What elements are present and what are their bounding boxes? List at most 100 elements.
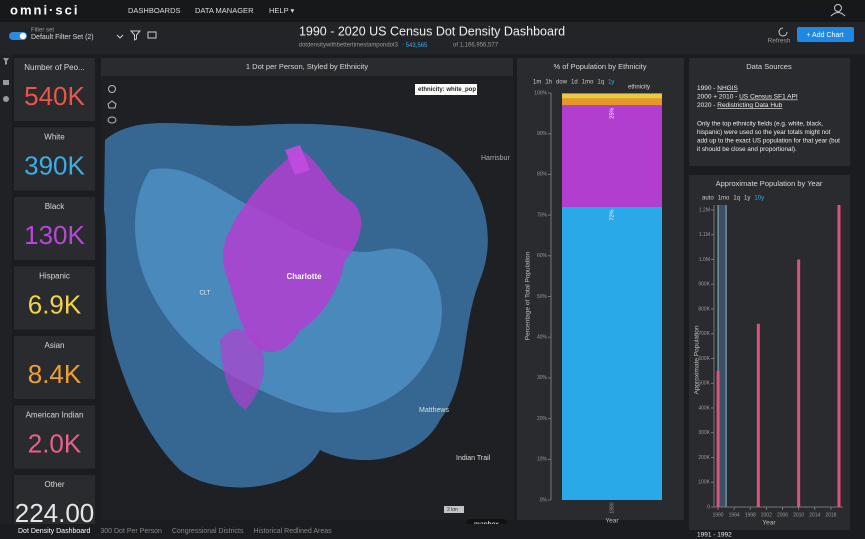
value-label: 25% <box>609 108 615 119</box>
bar-segment <box>562 93 662 99</box>
map-region-black <box>220 329 265 410</box>
time-button[interactable]: 1m <box>533 80 541 86</box>
time-button[interactable]: 1h <box>545 80 552 86</box>
population-panel <box>689 175 850 530</box>
x-tick-label: 1990 <box>609 502 615 513</box>
add-chart-button[interactable] <box>797 27 854 42</box>
filtered-count: · 543,565 <box>402 43 428 49</box>
kpi-value: 390K <box>24 150 85 180</box>
kpi-card <box>14 405 95 469</box>
dashboard-tab[interactable]: Historical Redlined Areas <box>253 528 332 535</box>
kpi-label: Asian <box>44 341 64 350</box>
rail-icon[interactable] <box>3 96 9 102</box>
time-button[interactable]: 10y <box>754 196 764 202</box>
bar <box>837 205 841 507</box>
kpi-value: 224.00 <box>15 498 95 528</box>
time-button[interactable]: 1mo <box>718 196 730 202</box>
sources-panel <box>689 58 850 166</box>
dropdown-caret <box>116 34 124 39</box>
place-label: CLT <box>200 291 211 297</box>
source-line: 2000 + 2010 - US Census SF1 API <box>697 93 798 100</box>
rail-icon[interactable] <box>3 58 9 65</box>
x-tick-label: 1994 <box>729 512 740 518</box>
y-tick-label: 0 <box>707 504 710 510</box>
nav-link[interactable]: DATA MANAGER <box>195 6 254 15</box>
time-button[interactable]: 1y <box>608 80 614 86</box>
y-tick-label: 1.0M <box>699 257 710 263</box>
y-tick-label: 90% <box>537 131 548 137</box>
map-title: 1 Dot per Person, Styled by Ethnicity <box>246 62 368 71</box>
y-tick-label: 40% <box>537 335 548 341</box>
time-button[interactable]: auto <box>702 196 714 202</box>
map-tool[interactable] <box>107 100 117 109</box>
x-tick-label: 2006 <box>777 512 788 518</box>
brush[interactable] <box>718 205 727 507</box>
y-tick-label: 300K <box>698 430 710 436</box>
source-link[interactable]: US Census SF1 API <box>739 93 798 100</box>
time-button[interactable]: 1d <box>571 80 578 86</box>
nav-bar <box>0 0 865 22</box>
x-tick-label: 2002 <box>761 512 772 518</box>
kpi-value: 540K <box>24 81 85 111</box>
kpi-value: 6.9K <box>28 289 82 319</box>
user-icon[interactable] <box>834 4 842 12</box>
y-tick-label: 100% <box>534 90 547 96</box>
y-tick-label: 900K <box>698 282 710 288</box>
panel-title: Data Sources <box>746 62 792 71</box>
x-tick-label: 2014 <box>809 512 820 518</box>
time-button[interactable]: 1mo <box>582 80 594 86</box>
nav-link[interactable]: HELP ▾ <box>269 6 295 15</box>
bar <box>716 370 720 507</box>
comment-icon[interactable] <box>147 31 157 39</box>
y-tick-label: 50% <box>537 294 548 300</box>
refresh-icon[interactable] <box>778 27 788 37</box>
dashboard-tab[interactable]: Dot Density Dashboard <box>18 528 90 535</box>
bar <box>797 259 801 507</box>
bar <box>756 323 760 507</box>
time-button[interactable]: 1y <box>744 196 750 202</box>
chart-title: % of Population by Ethnicity <box>554 62 647 71</box>
x-tick-label: 2018 <box>825 512 836 518</box>
filter-label: Filter set <box>31 28 54 34</box>
nav-link[interactable]: DASHBOARDS <box>128 6 181 15</box>
table-name: dotdensitywithbettertimestampondot3 <box>299 43 399 49</box>
x-axis-label: Year <box>762 520 776 527</box>
map-scale-label: 2 km <box>447 507 458 513</box>
y-tick-label: 600K <box>698 356 710 362</box>
source-note: hispanic) were used so the year totals m… <box>697 129 831 136</box>
time-button[interactable]: dow <box>556 80 568 86</box>
kpi-label: American Indian <box>26 411 84 420</box>
kpi-card <box>14 266 95 330</box>
time-button[interactable]: 1q <box>733 196 740 202</box>
map-tool[interactable] <box>107 116 117 124</box>
filter-icon[interactable] <box>129 30 142 41</box>
source-line: 2020 - Redistricting Data Hub <box>697 102 783 109</box>
legend-title: ethnicity <box>628 85 650 91</box>
source-link[interactable]: NHGIS <box>717 85 738 92</box>
kpi-label: Hispanic <box>39 272 70 281</box>
y-tick-label: 0% <box>540 497 548 503</box>
source-link[interactable]: Redistricting Data Hub <box>717 102 782 109</box>
filter-name[interactable]: Default Filter Set (2) <box>31 34 94 41</box>
y-tick-label: 500K <box>698 381 710 387</box>
y-tick-label: 10% <box>537 457 548 463</box>
kpi-value: 2.0K <box>28 428 82 458</box>
dashboard-tab[interactable]: Congressional Districts <box>172 528 244 535</box>
refresh-label[interactable]: Refresh <box>768 38 791 45</box>
time-button[interactable]: 1q <box>597 80 604 86</box>
x-tick-label: 1990 <box>712 512 723 518</box>
map-region-black <box>285 145 310 175</box>
x-axis-label: Year <box>605 518 619 525</box>
dashboard-tab[interactable]: 300 Dot Per Person <box>100 528 162 535</box>
rail-icon[interactable] <box>3 80 9 85</box>
filter-toggle-knob <box>19 32 27 40</box>
y-tick-label: 80% <box>537 172 548 178</box>
add-chart-label: + Add Chart <box>806 32 843 39</box>
y-tick-label: 800K <box>698 306 710 312</box>
y-tick-label: 100K <box>698 480 710 486</box>
user-icon <box>830 12 846 17</box>
map-tool[interactable] <box>108 85 116 93</box>
place-label: Harrisbur <box>481 155 510 162</box>
place-label: Charlotte <box>286 272 322 281</box>
